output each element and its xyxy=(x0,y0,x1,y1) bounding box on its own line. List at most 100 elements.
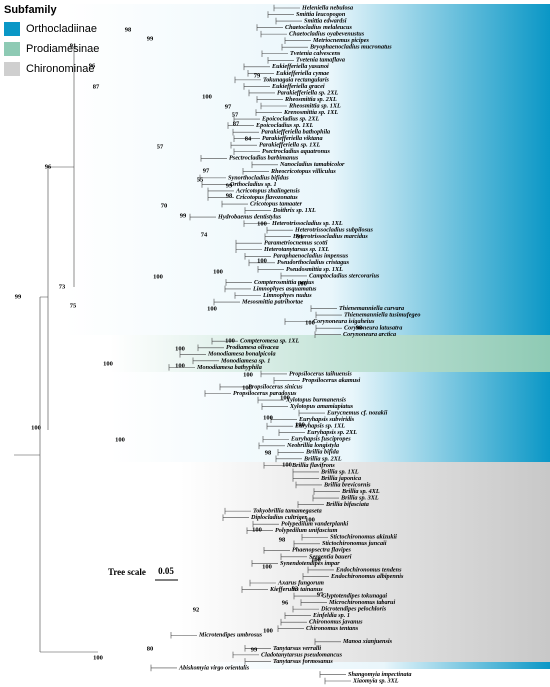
taxon-label: Synendotendipes impar xyxy=(280,560,340,567)
taxon-label: Abiskomyia virgo orientalis xyxy=(178,664,250,671)
support-value: 100 xyxy=(242,384,252,391)
taxon-label: Brillia sp. 1XL xyxy=(320,468,359,475)
support-value: 98 xyxy=(226,192,233,199)
taxon-label: Psectrocladius aquatronus xyxy=(262,148,330,155)
taxon-label: Propsilocerus taihuensis xyxy=(289,370,352,377)
taxon-label: Acricotopus zhalingensis xyxy=(235,187,300,194)
taxon-label: Bryophaenocladius mucronatus xyxy=(309,44,392,51)
taxon-label: Eukiefferiella cymae xyxy=(275,70,329,77)
support-value: 99 xyxy=(15,293,22,300)
taxon-label: Heleniella nebulosa xyxy=(301,4,353,11)
taxon-label: Limnophyes nudus xyxy=(262,292,312,299)
support-value: 100 xyxy=(262,563,272,570)
tree-scale-value: 0.05 xyxy=(158,566,174,576)
clade-band xyxy=(110,372,550,462)
taxon-label: Prodiamesa olivacea xyxy=(226,344,279,351)
support-value: 73 xyxy=(59,283,66,290)
tree-scale-label: Tree scale xyxy=(108,567,146,577)
support-value: 100 xyxy=(295,421,305,428)
taxon-label: Monodiamesa bonalpicola xyxy=(207,351,276,358)
legend-swatch xyxy=(4,22,20,36)
taxon-label: Chaetocladius oyabevenustus xyxy=(289,31,365,38)
support-value: 96 xyxy=(45,163,52,170)
taxon-label: Glyptotendipes tokunagai xyxy=(322,592,387,599)
support-value: 100 xyxy=(207,305,217,312)
taxon-label: Nanocladius tamabicolor xyxy=(279,161,345,168)
taxon-label: Brillia sp. 4XL xyxy=(341,488,380,495)
taxon-label: Tokunagaia rectangularis xyxy=(263,76,330,83)
taxon-label: Synorthocladius bifidus xyxy=(228,174,289,181)
support-value: 100 xyxy=(257,257,267,264)
taxon-label: Krenosmittia sp. 1XL xyxy=(283,109,338,116)
taxon-label: Epoicocladius sp. 1XL xyxy=(255,122,313,129)
support-value: 100 xyxy=(93,654,103,661)
taxon-label: Propsilocerus akamusi xyxy=(302,377,361,384)
taxon-label: Parakiefferiella sp. 2XL xyxy=(277,89,338,96)
taxon-label: Corynoneura arctica xyxy=(343,331,396,338)
support-value: 84 xyxy=(245,135,252,142)
support-value: 98 xyxy=(265,449,272,456)
taxon-label: Brillia sp. 2XL xyxy=(303,455,342,462)
taxon-label: Chironomus javanus xyxy=(309,619,363,626)
taxon-label: Heterotrissocladius subpilosus xyxy=(294,227,373,234)
taxon-label: Eukiefferiella gracei xyxy=(271,83,325,90)
support-value: 57 xyxy=(157,143,164,150)
support-value: 91 xyxy=(70,42,77,49)
clade-band xyxy=(65,4,550,335)
support-value: 100 xyxy=(31,424,41,431)
taxon-label: Pseudosmittia sp. 1XL xyxy=(286,266,343,273)
support-value: 100 xyxy=(202,93,212,100)
support-value: 100 xyxy=(263,627,273,634)
taxon-label: Euryhapsis sp. 1XL xyxy=(294,423,345,430)
support-value: 97 xyxy=(225,103,232,110)
taxon-label: Mesosmittia patrihortae xyxy=(241,298,303,305)
support-value: 99 xyxy=(147,35,154,42)
taxon-label: Compterosmittia nerius xyxy=(254,279,315,286)
taxon-label: Tokyobrillia tamamegaseta xyxy=(253,508,322,515)
taxon-label: Rheocricotopus villiculus xyxy=(270,168,336,175)
taxon-label: Endochironomus albipennis xyxy=(330,573,404,580)
taxon-label: Eukiefferiella yasunoi xyxy=(271,63,329,70)
taxon-label: Rheosmittia sp. 1XL xyxy=(288,102,341,109)
taxon-label: Limnophyes asquamatus xyxy=(252,285,317,292)
support-value: 98 xyxy=(125,26,132,33)
support-value: 80 xyxy=(147,645,154,652)
support-value: 100 xyxy=(305,516,315,523)
taxon-label: Polypedilum vanderplanki xyxy=(281,521,348,528)
support-value: 100 xyxy=(115,436,125,443)
support-value: 57 xyxy=(232,111,239,118)
taxon-label: Smittia edwardsi xyxy=(304,17,347,24)
taxon-label: Propsilocerus sinicus xyxy=(248,383,303,390)
legend-label: Chironominae xyxy=(26,63,94,75)
support-value: 99 xyxy=(226,182,233,189)
legend-title: Subfamily xyxy=(4,4,57,16)
support-value: 100 xyxy=(257,220,267,227)
taxon-label: Epoicocladius sp. 2XL xyxy=(261,115,319,122)
taxon-label: Shangomyia impectinata xyxy=(348,671,411,678)
support-value: 100 xyxy=(243,371,253,378)
taxon-label: Sergentia baueri xyxy=(309,553,352,560)
legend-label: Orthocladiinae xyxy=(26,23,97,35)
support-value: 100 xyxy=(175,345,185,352)
taxon-label: Stictochironomus akizukii xyxy=(330,534,397,541)
taxon-label: Cladotanytarsus pseudomancus xyxy=(261,651,343,658)
support-value: 100 xyxy=(282,461,292,468)
taxon-label: Microchironomus tabarui xyxy=(328,599,395,606)
taxon-label: Kiefferulus tainanus xyxy=(269,586,323,593)
support-value: 100 xyxy=(213,268,223,275)
support-value: 100 xyxy=(103,360,113,367)
taxon-label: Tanytarsus verralli xyxy=(273,645,321,652)
clade-band xyxy=(110,335,550,372)
taxon-label: Brillia sp. 3XL xyxy=(340,494,379,501)
taxon-label: Diplocladius cultriger xyxy=(250,514,307,521)
support-value: 100 xyxy=(153,273,163,280)
taxon-label: Brillia bifasciata xyxy=(325,501,369,508)
taxon-label: Brillia flavifrons xyxy=(291,462,335,469)
taxon-label: Parakiefferiella viktana xyxy=(262,135,323,142)
support-value: 70 xyxy=(161,202,168,209)
support-value: 100 xyxy=(252,526,262,533)
support-value: 87 xyxy=(233,120,240,127)
taxon-label: Phaenopsectra flavipes xyxy=(292,547,352,554)
taxon-label: Rheosmittia sp. 2XL xyxy=(284,96,337,103)
